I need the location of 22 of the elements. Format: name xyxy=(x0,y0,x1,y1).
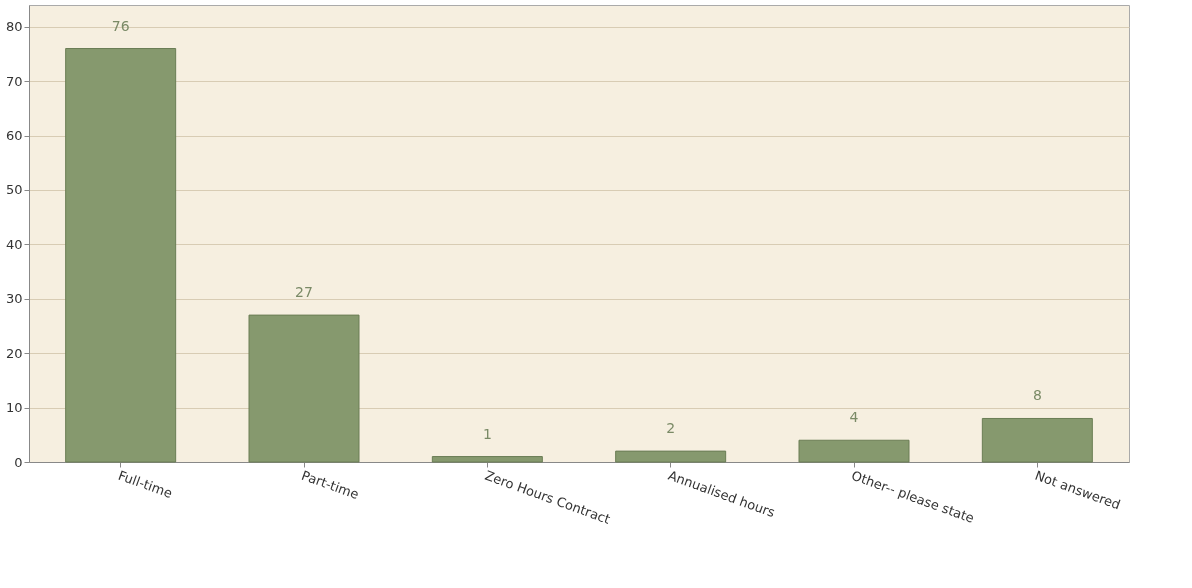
bar xyxy=(615,450,727,463)
bar xyxy=(431,456,543,463)
y-tick-label: 10 xyxy=(5,400,23,416)
bar xyxy=(981,417,1093,463)
y-tick-label: 0 xyxy=(14,454,23,470)
y-tick-label: 30 xyxy=(5,291,23,307)
data-label: 8 xyxy=(1032,387,1042,404)
y-tick-label: 50 xyxy=(5,182,23,198)
data-label: 4 xyxy=(849,409,859,426)
data-label: 2 xyxy=(666,420,676,437)
bar xyxy=(798,439,910,463)
bar xyxy=(65,48,177,463)
data-label: 27 xyxy=(295,284,313,301)
y-tick-label: 60 xyxy=(5,128,23,144)
data-label: 76 xyxy=(111,17,130,34)
y-tick-label: 40 xyxy=(5,236,23,252)
data-label: 1 xyxy=(482,425,492,442)
y-tick-label: 80 xyxy=(5,19,23,35)
y-tick-label: 20 xyxy=(5,345,23,361)
x-tick-label: Other-- please state xyxy=(849,467,977,526)
bar xyxy=(248,314,360,463)
y-tick-label: 70 xyxy=(5,73,23,89)
